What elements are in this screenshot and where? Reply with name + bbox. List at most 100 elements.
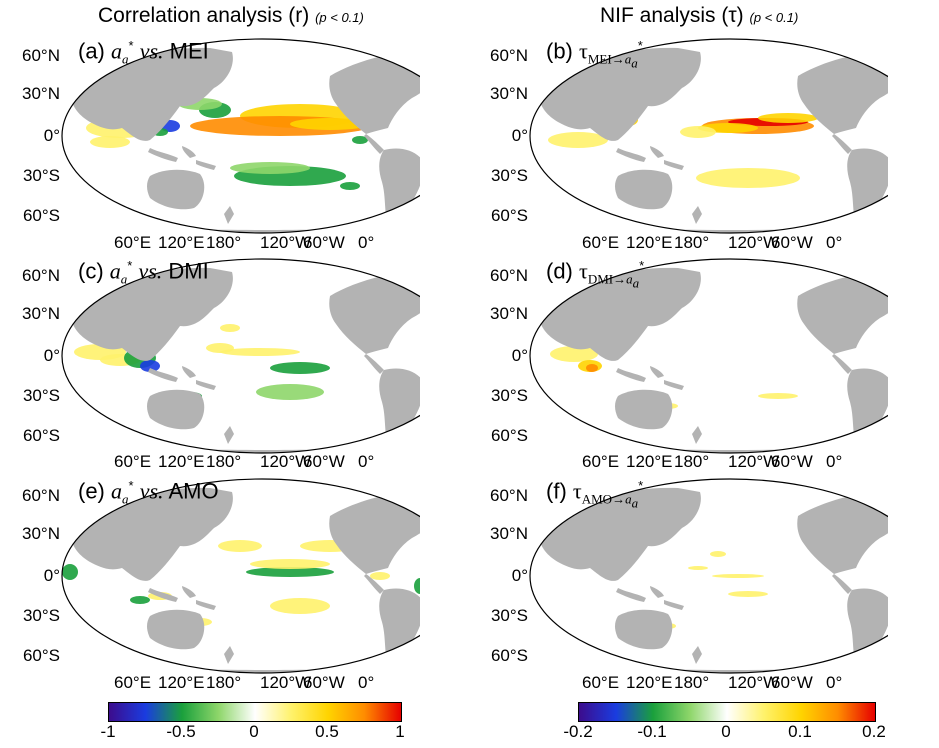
anomaly-region xyxy=(758,113,818,123)
lon-label: 120°W xyxy=(260,452,312,471)
lon-label: 60°W xyxy=(771,233,813,252)
panel-a: (a) aa* vs. MEI xyxy=(0,36,420,241)
colorbar-tick-label: -0.5 xyxy=(166,722,196,741)
anomaly-region xyxy=(696,168,800,188)
anomaly-region xyxy=(218,540,262,552)
colorbar-left xyxy=(108,702,402,722)
panel-b: (b) τMEI→aa* xyxy=(468,36,888,241)
land-mass xyxy=(147,169,205,210)
land-mass xyxy=(847,148,888,228)
land-mass xyxy=(379,588,420,668)
right-column-title: NIF analysis (τ) (p < 0.1) xyxy=(600,4,798,28)
lat-label: 60°N xyxy=(490,46,528,65)
lat-label: 60°N xyxy=(22,266,60,285)
lon-label: 120°W xyxy=(260,673,312,692)
land-mass xyxy=(558,444,888,453)
lat-label: 30°N xyxy=(22,524,60,543)
map-border xyxy=(529,478,888,674)
panel-b-label: (b) τMEI→aa* xyxy=(546,38,643,71)
anomaly-region xyxy=(62,564,78,580)
land-mass xyxy=(148,588,178,602)
land-mass xyxy=(224,426,234,444)
land-mass xyxy=(196,600,216,610)
land-mass xyxy=(692,426,702,444)
colorbar-tick-label: -0.2 xyxy=(563,722,593,741)
lat-label: 30°S xyxy=(22,166,60,185)
map-c xyxy=(61,258,420,454)
panel-a-label: (a) aa* vs. MEI xyxy=(78,38,209,67)
map-b xyxy=(529,38,888,234)
lon-label: 120°E xyxy=(626,452,673,471)
lat-label: 30°N xyxy=(490,524,528,543)
land-mass xyxy=(364,574,384,594)
anomaly-region xyxy=(710,551,726,557)
lon-label: 120°W xyxy=(728,673,780,692)
land-mass xyxy=(616,588,646,602)
land-mass xyxy=(832,354,852,374)
land-mass xyxy=(147,609,205,650)
lon-label: 60°E xyxy=(582,233,620,252)
map-d xyxy=(529,258,888,454)
colorbar-right-ticks: -0.2 -0.1 0 0.1 0.2 xyxy=(563,722,885,744)
lon-label: 0° xyxy=(826,673,843,692)
lat-label: 60°N xyxy=(22,46,60,65)
lon-label: 120°E xyxy=(626,233,673,252)
lat-label: 0° xyxy=(511,346,528,365)
land-mass xyxy=(650,366,664,378)
colorbar-tick-label: 1 xyxy=(395,722,405,741)
left-title-p: (p < 0.1) xyxy=(315,10,364,25)
anomaly-region xyxy=(270,362,330,374)
map-border xyxy=(61,38,420,234)
colorbar-tick-label: 0.2 xyxy=(862,722,886,741)
anomaly-region xyxy=(246,567,334,577)
land-mass xyxy=(379,148,420,228)
panel-f-label: (f) τAMO→aa* xyxy=(546,478,644,511)
colorbar-tick-label: 0.1 xyxy=(788,722,812,741)
lat-label: 30°S xyxy=(490,386,528,405)
anomaly-region xyxy=(206,343,234,353)
land-mass xyxy=(616,148,646,162)
land-mass xyxy=(664,600,684,610)
panel-e-label: (e) aa* vs. AMO xyxy=(78,478,219,507)
anomaly-region xyxy=(290,118,370,130)
land-mass xyxy=(364,134,384,154)
lat-label: 30°N xyxy=(490,304,528,323)
lon-label: 180° xyxy=(206,452,242,471)
anomaly-region xyxy=(758,393,798,399)
colorbar-right xyxy=(578,702,876,722)
land-mass xyxy=(615,169,673,210)
land-mass xyxy=(664,160,684,170)
anomaly-region xyxy=(548,132,608,148)
lat-label: 30°S xyxy=(490,606,528,625)
panel-d-label: (d) τDMI→aa* xyxy=(546,258,645,291)
lon-label: 0° xyxy=(358,233,375,252)
land-mass xyxy=(832,574,852,594)
lat-label: 30°N xyxy=(490,84,528,103)
map-a xyxy=(61,38,420,234)
anomaly-region xyxy=(680,126,716,138)
land-mass xyxy=(182,366,196,378)
land-mass xyxy=(182,586,196,598)
land-mass xyxy=(832,134,852,154)
anomaly-region xyxy=(352,136,368,144)
lon-label: 60°W xyxy=(303,673,345,692)
colorbar-left-ticks: -1 -0.5 0 0.5 1 xyxy=(100,722,404,744)
lat-label: 0° xyxy=(511,566,528,585)
lon-labels-a: 60°E 120°E 180° 120°W 60°W 0° xyxy=(0,233,420,255)
lon-labels-f: 60°E 120°E 180° 120°W 60°W 0° xyxy=(468,673,888,695)
anomaly-region xyxy=(130,596,150,604)
land-mass xyxy=(148,148,178,162)
colorbar-tick-label: 0 xyxy=(721,722,731,741)
lon-label: 180° xyxy=(206,233,242,252)
anomaly-region xyxy=(688,566,708,570)
lon-label: 180° xyxy=(674,233,710,252)
anomaly-region xyxy=(220,324,240,332)
panel-f: (f) τAMO→aa* xyxy=(468,476,888,681)
land-mass xyxy=(650,586,664,598)
lon-labels-e: 60°E 120°E 180° 120°W 60°W 0° xyxy=(0,673,420,695)
anomaly-region xyxy=(340,182,360,190)
land-mass xyxy=(692,646,702,664)
map-border xyxy=(529,258,888,454)
lon-labels-b: 60°E 120°E 180° 120°W 60°W 0° xyxy=(468,233,888,255)
land-mass xyxy=(147,389,205,430)
